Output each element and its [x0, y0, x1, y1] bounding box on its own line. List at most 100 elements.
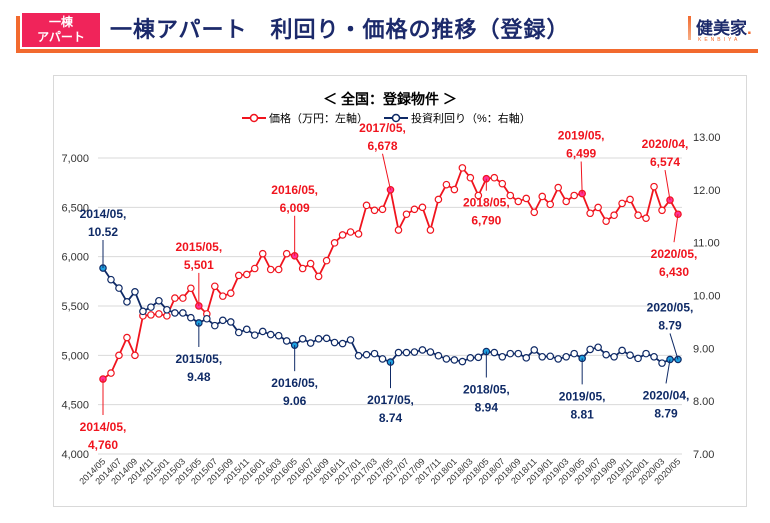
yield-point	[282, 337, 291, 345]
price-point	[418, 203, 427, 212]
yield-point	[234, 328, 243, 337]
price-point	[498, 179, 507, 188]
legend-marker-yield	[391, 113, 401, 123]
y-left-tick-label: 7,000	[61, 153, 89, 165]
yield-point	[187, 313, 195, 322]
price-point	[115, 351, 123, 360]
data-label-value: 8.94	[475, 401, 499, 415]
price-point	[642, 214, 650, 222]
data-label-date: 2020/04,	[642, 137, 689, 151]
price-point	[538, 192, 547, 201]
yield-point	[562, 352, 570, 361]
price-point	[370, 206, 379, 215]
data-label-value: 9.06	[283, 394, 307, 408]
legend: 価格（万円：左軸） 投資利回り（%：右軸）	[242, 111, 531, 125]
price-point	[602, 217, 610, 225]
legend-marker-price	[249, 113, 259, 123]
legend-item-yield: 投資利回り（%：右軸）	[384, 111, 531, 125]
price-point	[514, 197, 523, 206]
price-point	[274, 265, 283, 274]
yield-point	[570, 349, 578, 358]
yield-point	[171, 309, 179, 317]
yield-point	[634, 354, 642, 363]
yield-point	[203, 314, 211, 323]
data-label-date: 2017/05,	[359, 121, 406, 135]
data-label: 2014/05, 10.52	[80, 207, 126, 269]
yield-point	[490, 348, 499, 357]
data-label-value: 4,760	[88, 438, 118, 452]
data-label-date: 2015/05,	[175, 352, 222, 366]
yield-point	[330, 338, 339, 347]
price-point	[378, 205, 387, 214]
data-label-date: 2015/05,	[175, 240, 222, 254]
price-point	[298, 264, 307, 273]
price-point	[242, 270, 251, 279]
price-point	[530, 208, 539, 217]
yield-point	[650, 352, 658, 361]
yield-point	[211, 321, 219, 330]
yield-point	[338, 339, 347, 348]
yield-point	[147, 303, 155, 311]
yield-point	[123, 298, 131, 306]
price-point	[234, 271, 243, 280]
y-right-tick-label: 7.00	[693, 449, 714, 461]
logo-name: 健美家	[696, 19, 747, 38]
yield-point	[242, 325, 251, 334]
price-point	[586, 209, 594, 218]
price-point	[570, 191, 578, 200]
yield-point	[226, 318, 235, 326]
price-point	[474, 191, 483, 200]
yield-point	[626, 351, 634, 360]
price-point	[562, 197, 570, 206]
badge-line1: 一棟	[48, 15, 73, 29]
yield-point	[554, 355, 563, 363]
yield-point	[530, 346, 539, 354]
data-label-date: 2020/05,	[647, 300, 694, 314]
category-badge: 一棟 アパート	[22, 13, 100, 47]
y-left-tick-label: 4,500	[61, 400, 89, 412]
leader-line	[673, 214, 679, 243]
price-point	[250, 264, 259, 273]
y-right-tick-label: 9.00	[693, 343, 714, 355]
price-point	[163, 312, 171, 320]
data-label-date: 2020/04,	[643, 388, 690, 402]
price-point	[466, 173, 475, 182]
price-point	[147, 311, 155, 319]
price-point	[266, 265, 275, 274]
data-label-value: 8.79	[658, 318, 682, 332]
data-label-date: 2019/05,	[559, 389, 606, 403]
price-point	[107, 369, 115, 377]
data-label-value: 6,790	[471, 214, 501, 228]
price-point	[546, 200, 555, 209]
price-point	[362, 201, 371, 210]
header-accent-bar	[16, 16, 20, 52]
price-point	[211, 282, 219, 291]
leader-line	[669, 333, 679, 360]
y-right-tick-label: 10.00	[693, 291, 721, 303]
data-label: 2019/05, 8.81	[559, 358, 606, 421]
price-point	[354, 230, 363, 238]
price-point	[442, 180, 451, 189]
header-divider	[16, 49, 758, 53]
price-point	[506, 191, 515, 200]
price-point	[282, 249, 291, 258]
price-point	[490, 173, 499, 182]
data-label: 2019/05, 6,499	[558, 129, 605, 194]
gridlines	[98, 157, 682, 455]
data-label: 2020/04, 8.79	[643, 359, 690, 420]
kenbiya-logo: 健美家. KENBIYA	[688, 14, 758, 46]
data-label-date: 2017/05,	[367, 393, 414, 407]
yield-point	[506, 349, 515, 358]
price-point	[554, 183, 563, 192]
price-point	[155, 310, 163, 318]
chart-title: ＜ 全国：登録物件 ＞	[323, 91, 457, 107]
yield-point	[498, 352, 507, 361]
yield-point	[402, 348, 411, 357]
price-point	[610, 211, 618, 220]
data-label: 2020/05, 6,430	[651, 214, 697, 279]
yield-point	[362, 350, 371, 359]
yield-point	[155, 296, 163, 305]
price-point	[522, 194, 531, 203]
price-point	[458, 164, 467, 172]
